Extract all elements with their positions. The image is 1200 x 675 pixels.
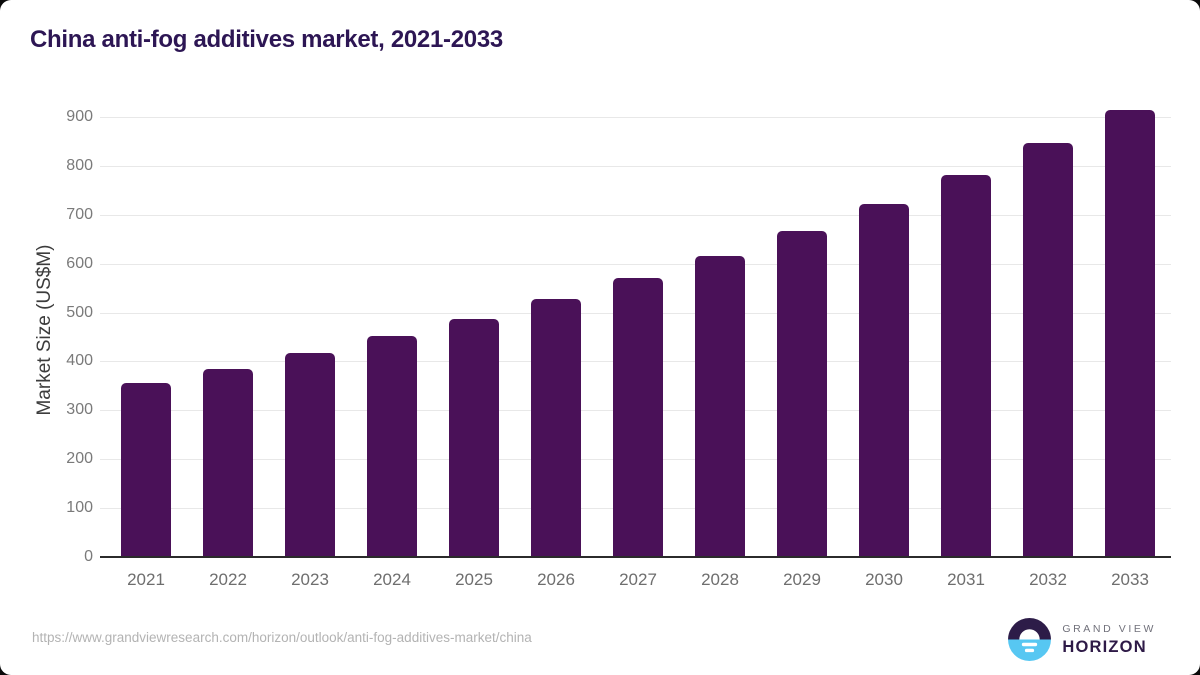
y-tick-label: 400 bbox=[66, 352, 93, 369]
logo-product-name: HORIZON bbox=[1062, 638, 1147, 656]
logo-brand-name: GRAND VIEW bbox=[1062, 622, 1156, 635]
y-tick-label: 300 bbox=[66, 401, 93, 418]
y-tick-label: 800 bbox=[66, 157, 93, 174]
source-url-text: https://www.grandviewresearch.com/horizo… bbox=[32, 630, 532, 645]
gridline bbox=[100, 117, 1171, 118]
y-tick-label: 100 bbox=[66, 499, 93, 516]
x-tick-label: 2033 bbox=[1111, 570, 1149, 589]
gridline bbox=[100, 264, 1171, 265]
bar-2023 bbox=[285, 353, 335, 557]
x-tick-label: 2022 bbox=[209, 570, 247, 589]
y-tick-label: 500 bbox=[66, 304, 93, 321]
y-tick-label: 0 bbox=[84, 548, 93, 565]
bar-2032 bbox=[1023, 143, 1073, 557]
y-tick-label: 200 bbox=[66, 450, 93, 467]
x-tick-label: 2024 bbox=[373, 570, 411, 589]
bar-2027 bbox=[613, 278, 663, 557]
x-tick-label: 2027 bbox=[619, 570, 657, 589]
y-axis-title: Market Size (US$M) bbox=[34, 244, 55, 416]
logo-text: GRAND VIEW HORIZON bbox=[1062, 622, 1156, 656]
bar-2022 bbox=[203, 369, 253, 557]
gridline bbox=[100, 215, 1171, 216]
x-tick-label: 2026 bbox=[537, 570, 575, 589]
bar-2028 bbox=[695, 256, 745, 557]
x-tick-label: 2028 bbox=[701, 570, 739, 589]
y-tick-label: 900 bbox=[66, 108, 93, 125]
x-tick-label: 2025 bbox=[455, 570, 493, 589]
x-tick-label: 2023 bbox=[291, 570, 329, 589]
gridline bbox=[100, 166, 1171, 167]
bar-2024 bbox=[367, 336, 417, 557]
x-tick-label: 2031 bbox=[947, 570, 985, 589]
bar-2031 bbox=[941, 175, 991, 557]
x-tick-label: 2032 bbox=[1029, 570, 1067, 589]
bar-2021 bbox=[121, 383, 171, 557]
y-tick-label: 600 bbox=[66, 255, 93, 272]
grand-view-horizon-logo: GRAND VIEW HORIZON bbox=[1007, 617, 1156, 662]
x-tick-label: 2029 bbox=[783, 570, 821, 589]
bar-2030 bbox=[859, 204, 909, 557]
bar-2033 bbox=[1105, 110, 1155, 557]
x-tick-label: 2030 bbox=[865, 570, 903, 589]
bar-2025 bbox=[449, 319, 499, 557]
bar-2026 bbox=[531, 299, 581, 557]
chart-title: China anti-fog additives market, 2021-20… bbox=[30, 26, 503, 53]
x-axis-line bbox=[100, 556, 1171, 558]
x-tick-label: 2021 bbox=[127, 570, 165, 589]
horizon-sun-icon bbox=[1008, 618, 1052, 661]
y-tick-label: 700 bbox=[66, 206, 93, 223]
bar-2029 bbox=[777, 231, 827, 557]
